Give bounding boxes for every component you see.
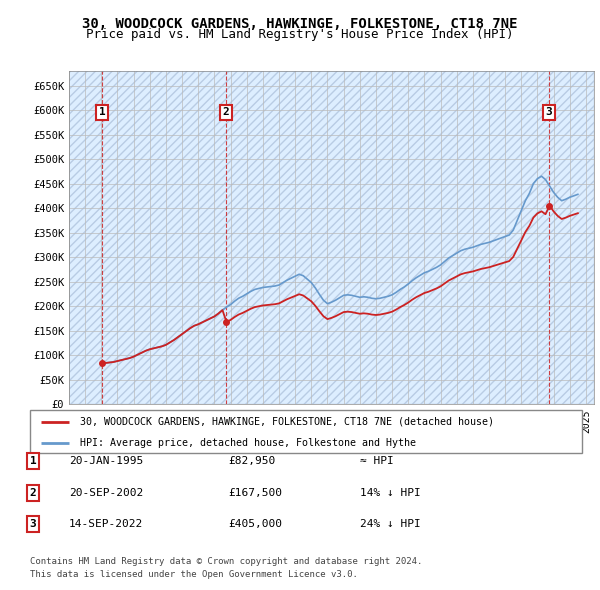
Text: This data is licensed under the Open Government Licence v3.0.: This data is licensed under the Open Gov… xyxy=(30,571,358,579)
Text: HPI: Average price, detached house, Folkestone and Hythe: HPI: Average price, detached house, Folk… xyxy=(80,438,416,448)
Text: 2: 2 xyxy=(223,107,229,117)
Text: 20-SEP-2002: 20-SEP-2002 xyxy=(69,488,143,497)
Text: £167,500: £167,500 xyxy=(228,488,282,497)
Text: 1: 1 xyxy=(29,457,37,466)
Text: 3: 3 xyxy=(545,107,553,117)
Text: ≈ HPI: ≈ HPI xyxy=(360,457,394,466)
Text: 1: 1 xyxy=(99,107,106,117)
Text: 30, WOODCOCK GARDENS, HAWKINGE, FOLKESTONE, CT18 7NE (detached house): 30, WOODCOCK GARDENS, HAWKINGE, FOLKESTO… xyxy=(80,417,494,427)
Text: Price paid vs. HM Land Registry's House Price Index (HPI): Price paid vs. HM Land Registry's House … xyxy=(86,28,514,41)
Text: £405,000: £405,000 xyxy=(228,519,282,529)
Text: 3: 3 xyxy=(29,519,37,529)
Text: 2: 2 xyxy=(29,488,37,497)
Text: 14% ↓ HPI: 14% ↓ HPI xyxy=(360,488,421,497)
Text: 20-JAN-1995: 20-JAN-1995 xyxy=(69,457,143,466)
Text: Contains HM Land Registry data © Crown copyright and database right 2024.: Contains HM Land Registry data © Crown c… xyxy=(30,558,422,566)
Text: £82,950: £82,950 xyxy=(228,457,275,466)
Text: 24% ↓ HPI: 24% ↓ HPI xyxy=(360,519,421,529)
Text: 14-SEP-2022: 14-SEP-2022 xyxy=(69,519,143,529)
Text: 30, WOODCOCK GARDENS, HAWKINGE, FOLKESTONE, CT18 7NE: 30, WOODCOCK GARDENS, HAWKINGE, FOLKESTO… xyxy=(82,17,518,31)
